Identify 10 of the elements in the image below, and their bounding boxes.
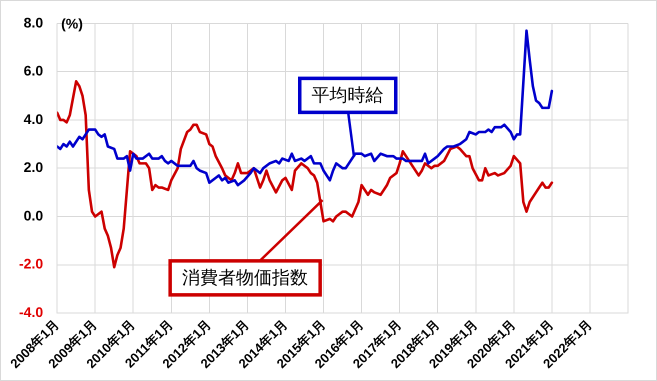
text: 消費者物価指数 bbox=[182, 268, 308, 289]
y-tick-label: 6.0 bbox=[24, 62, 44, 79]
y-tick-label: 8.0 bbox=[24, 14, 44, 30]
y-tick-label: -4.0 bbox=[19, 304, 44, 320]
y-tick-label: 0.0 bbox=[24, 207, 44, 224]
y-tick-label: 2.0 bbox=[24, 159, 44, 176]
y-tick-label: -2.0 bbox=[19, 256, 44, 272]
y-axis-title: (%) bbox=[61, 15, 83, 32]
y-tick-label: 4.0 bbox=[24, 110, 44, 127]
text: 平均時給 bbox=[312, 85, 384, 106]
